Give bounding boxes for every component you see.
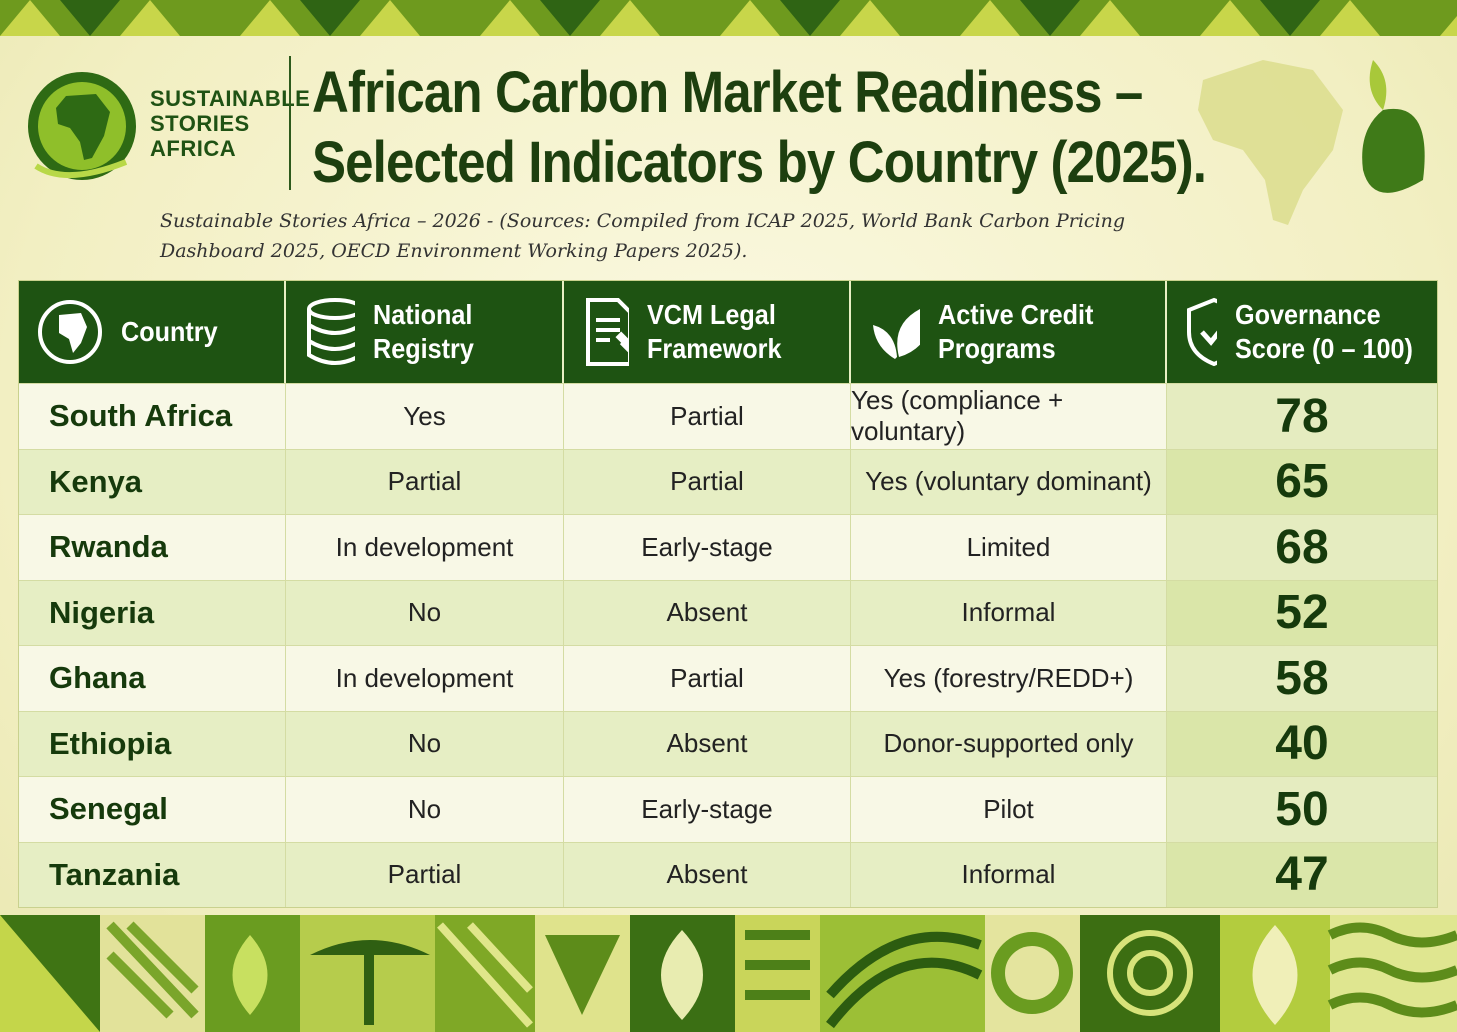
top-pattern <box>0 0 1457 36</box>
country-cell: Rwanda <box>19 515 286 580</box>
title: African Carbon Market Readiness – Select… <box>312 58 1207 198</box>
logo-line: AFRICA <box>150 136 237 161</box>
header-cell: Governance Score (0 – 100) <box>1167 281 1437 383</box>
globe-icon <box>38 300 102 364</box>
table-cell: Yes (voluntary dominant) <box>851 449 1167 514</box>
legal-icon <box>586 298 630 366</box>
title-line: Selected Indicators by Country (2025). <box>312 130 1207 195</box>
logo-line: SUSTAINABLE <box>150 86 311 111</box>
table-cell: Yes (forestry/REDD+) <box>851 646 1167 711</box>
table-cell: Partial <box>564 384 851 449</box>
logo-line: STORIES <box>150 111 250 136</box>
header-text: National Registry <box>372 299 474 364</box>
table-cell: No <box>286 777 564 842</box>
table-cell: Early-stage <box>564 515 851 580</box>
logo-emblem <box>28 72 136 180</box>
table-cell: Absent <box>564 711 851 776</box>
table-row: Rwanda In development Early-stage Limited 68 <box>19 514 1437 580</box>
header-row: Country National Registry VCM Legal Fram… <box>19 281 1437 383</box>
score-cell: 78 <box>1167 384 1437 449</box>
database-icon <box>307 298 355 365</box>
table-row: Tanzania Partial Absent Informal 47 <box>19 841 1437 907</box>
table-cell: No <box>286 580 564 645</box>
country-cell: Ethiopia <box>19 711 286 776</box>
title-line: African Carbon Market Readiness – <box>312 60 1143 125</box>
table-cell: In development <box>286 646 564 711</box>
score-cell: 52 <box>1167 580 1437 645</box>
country-cell: Ghana <box>19 646 286 711</box>
table-cell: Partial <box>564 646 851 711</box>
score-cell: 65 <box>1167 449 1437 514</box>
africa-decoration <box>1198 60 1425 225</box>
table-cell: No <box>286 711 564 776</box>
table-cell: Early-stage <box>564 777 851 842</box>
table-cell: Pilot <box>851 777 1167 842</box>
table-row: Ghana In development Partial Yes (forestry/… <box>19 645 1437 711</box>
header-cell: VCM Legal Framework <box>564 281 851 383</box>
header-cell: Active Credit Programs <box>851 281 1167 383</box>
table-row: Kenya Partial Partial Yes (voluntary domina… <box>19 448 1437 514</box>
divider <box>289 56 291 190</box>
table-cell: Partial <box>564 449 851 514</box>
table-cell: Yes <box>286 384 564 449</box>
header-text: VCM Legal Framework <box>647 299 782 364</box>
table-cell: Donor-supported only <box>851 711 1167 776</box>
header-text: Governance Score (0 – 100) <box>1234 299 1413 364</box>
bottom-pattern <box>0 915 1457 1032</box>
country-cell: Nigeria <box>19 580 286 645</box>
score-cell: 58 <box>1167 646 1437 711</box>
table-cell: In development <box>286 515 564 580</box>
table-cell: Limited <box>851 515 1167 580</box>
header-cell: Country <box>19 281 286 383</box>
leaf-icon <box>873 309 921 359</box>
score-cell: 40 <box>1167 711 1437 776</box>
shield-icon <box>1187 297 1217 367</box>
table-cell: Partial <box>286 842 564 907</box>
table-cell: Absent <box>564 580 851 645</box>
table-cell: Informal <box>851 580 1167 645</box>
country-cell: Senegal <box>19 777 286 842</box>
table-body: South Africa Yes Partial Yes (compliance + … <box>19 383 1437 907</box>
table-cell: Partial <box>286 449 564 514</box>
logo-text: SUSTAINABLE STORIES AFRICA <box>150 86 310 161</box>
table-row: Ethiopia No Absent Donor-supported only 40 <box>19 710 1437 776</box>
header-text: Country <box>121 316 218 347</box>
country-cell: South Africa <box>19 384 286 449</box>
header-cell: National Registry <box>286 281 564 383</box>
score-cell: 50 <box>1167 777 1437 842</box>
header-text: Active Credit Programs <box>938 299 1094 364</box>
table-cell: Informal <box>851 842 1167 907</box>
score-cell: 68 <box>1167 515 1437 580</box>
country-cell: Kenya <box>19 449 286 514</box>
table-cell: Yes (compliance + voluntary) <box>851 384 1167 449</box>
country-cell: Tanzania <box>19 842 286 907</box>
data-table: Country National Registry VCM Legal Fram… <box>18 280 1438 908</box>
table-cell: Absent <box>564 842 851 907</box>
subtitle: Sustainable Stories Africa – 2026 - (Sou… <box>160 210 1126 262</box>
score-cell: 47 <box>1167 842 1437 907</box>
table-row: Nigeria No Absent Informal 52 <box>19 579 1437 645</box>
table-row: Senegal No Early-stage Pilot 50 <box>19 776 1437 842</box>
table-row: South Africa Yes Partial Yes (compliance + … <box>19 383 1437 449</box>
